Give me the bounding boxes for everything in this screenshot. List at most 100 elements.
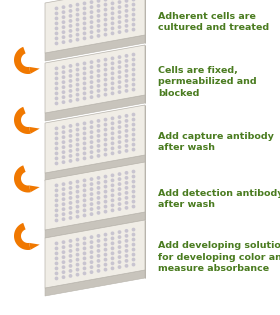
Circle shape (111, 16, 115, 20)
Circle shape (132, 53, 136, 56)
Circle shape (69, 259, 73, 263)
Circle shape (76, 98, 80, 101)
Circle shape (90, 120, 94, 124)
Circle shape (125, 144, 129, 148)
Circle shape (132, 83, 136, 87)
Circle shape (83, 266, 87, 270)
Circle shape (55, 266, 59, 270)
Circle shape (104, 180, 108, 184)
Circle shape (83, 72, 87, 75)
Circle shape (62, 260, 66, 264)
Circle shape (97, 119, 101, 123)
Circle shape (132, 13, 136, 16)
Circle shape (132, 238, 136, 242)
Circle shape (83, 242, 87, 245)
Circle shape (104, 88, 108, 92)
Circle shape (104, 153, 108, 157)
Circle shape (76, 205, 80, 209)
Circle shape (132, 195, 136, 198)
Circle shape (125, 4, 129, 8)
Circle shape (104, 28, 108, 32)
Circle shape (104, 68, 108, 72)
Circle shape (104, 175, 108, 179)
Circle shape (69, 249, 73, 253)
Circle shape (104, 143, 108, 146)
Circle shape (83, 184, 87, 187)
Circle shape (55, 26, 59, 30)
Circle shape (55, 189, 59, 192)
Circle shape (132, 133, 136, 136)
Circle shape (83, 193, 87, 197)
Circle shape (69, 84, 73, 88)
Circle shape (97, 29, 101, 33)
Circle shape (76, 13, 80, 17)
Circle shape (132, 148, 136, 152)
Circle shape (111, 61, 115, 65)
Circle shape (125, 69, 129, 73)
Circle shape (62, 270, 66, 274)
Circle shape (90, 30, 94, 34)
Circle shape (111, 256, 115, 260)
Circle shape (55, 247, 59, 250)
Circle shape (62, 275, 66, 279)
Circle shape (69, 19, 73, 23)
Circle shape (90, 202, 94, 206)
Circle shape (62, 187, 66, 191)
Circle shape (118, 197, 122, 201)
Circle shape (97, 59, 101, 63)
Circle shape (111, 131, 115, 135)
Circle shape (97, 234, 101, 238)
Circle shape (111, 122, 115, 125)
Circle shape (97, 94, 101, 98)
Circle shape (111, 141, 115, 145)
Circle shape (118, 0, 122, 4)
Circle shape (83, 237, 87, 240)
Circle shape (55, 272, 59, 275)
Circle shape (104, 243, 108, 247)
Circle shape (118, 250, 122, 254)
Polygon shape (29, 127, 40, 134)
Circle shape (97, 34, 101, 38)
Circle shape (104, 23, 108, 26)
Circle shape (76, 185, 80, 189)
Circle shape (104, 78, 108, 82)
Circle shape (69, 29, 73, 33)
Circle shape (125, 114, 129, 118)
Circle shape (125, 196, 129, 200)
Circle shape (132, 143, 136, 146)
Circle shape (125, 124, 129, 128)
Circle shape (118, 65, 122, 69)
Circle shape (125, 134, 129, 138)
Circle shape (125, 234, 129, 238)
Circle shape (125, 119, 129, 123)
Circle shape (125, 24, 129, 28)
Circle shape (55, 127, 59, 130)
Circle shape (83, 256, 87, 260)
Circle shape (76, 18, 80, 21)
Circle shape (104, 0, 108, 2)
Circle shape (97, 259, 101, 263)
Circle shape (132, 228, 136, 232)
Circle shape (104, 58, 108, 61)
Circle shape (55, 162, 59, 165)
Circle shape (125, 84, 129, 88)
Circle shape (104, 148, 108, 152)
Circle shape (125, 239, 129, 243)
Circle shape (111, 242, 115, 245)
Circle shape (69, 34, 73, 38)
Circle shape (55, 184, 59, 187)
Circle shape (97, 134, 101, 138)
Circle shape (69, 69, 73, 73)
Circle shape (90, 240, 94, 244)
Circle shape (62, 90, 66, 94)
Circle shape (83, 146, 87, 150)
Circle shape (62, 197, 66, 201)
Circle shape (55, 82, 59, 85)
Circle shape (111, 251, 115, 255)
Circle shape (132, 170, 136, 174)
Circle shape (111, 26, 115, 30)
Circle shape (83, 122, 87, 125)
Circle shape (118, 30, 122, 34)
Polygon shape (29, 67, 40, 74)
Circle shape (90, 155, 94, 159)
